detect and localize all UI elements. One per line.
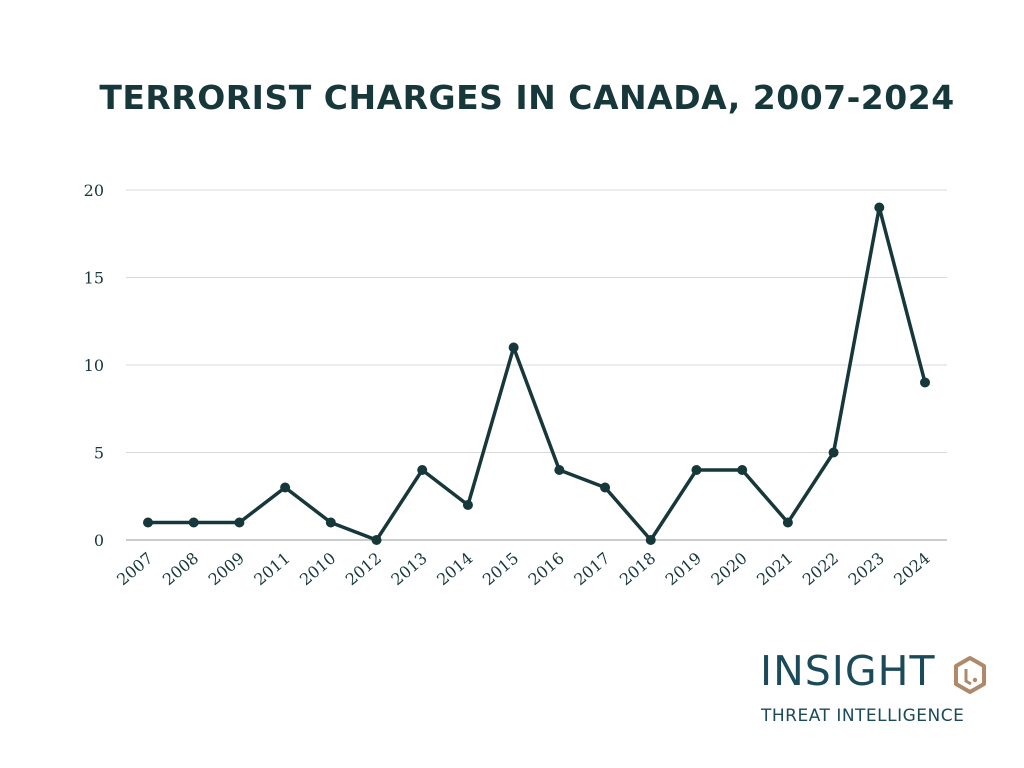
data-point [874,202,885,213]
data-point [737,465,748,475]
x-tick-label: 2009 [205,549,248,590]
series-line [146,205,927,542]
x-tick-label: 2019 [662,549,705,590]
x-tick-label: 2010 [296,549,339,590]
x-tick-label: 2017 [570,549,613,590]
data-point [280,482,291,493]
data-point [188,517,199,528]
x-tick-label: 2011 [250,549,293,590]
logo-subtitle: THREAT INTELLIGENCE [761,706,965,726]
x-tick-label: 2023 [844,549,887,590]
x-tick-label: 2024 [890,549,933,590]
data-point [600,482,611,493]
data-point [417,465,428,475]
data-point [828,447,839,458]
series [143,202,930,545]
chart-title: TERRORIST CHARGES IN CANADA, 2007-2024 [99,78,955,117]
x-tick-label: 2014 [433,549,476,590]
x-tick-label: 2007 [113,549,156,590]
x-tick-label: 2008 [159,549,202,590]
x-tick-label: 2015 [479,549,522,590]
x-axis-ticks: 2007 2008 2009 2011 2010 2012 2013 2014 2015 2016… [113,549,933,590]
data-point [645,535,656,545]
data-point [920,377,930,388]
y-tick-label: 20 [84,181,104,200]
data-point [782,517,793,528]
y-tick-label: 0 [94,531,104,550]
data-point [508,342,519,353]
y-tick-label: 15 [84,269,104,288]
data-point [143,517,153,528]
x-tick-label: 2020 [707,549,750,590]
y-axis-ticks: 0 5 10 15 20 [84,181,104,550]
x-tick-label: 2021 [753,549,796,590]
data-point [325,517,336,528]
gridlines [126,189,947,541]
data-point [234,517,245,528]
data-point [691,465,702,475]
x-tick-label: 2016 [525,549,568,590]
x-tick-label: 2013 [387,549,430,590]
logo-wordmark: INSIGHT [760,647,936,695]
y-tick-label: 5 [94,444,104,463]
hexagon-logo-icon [954,656,986,694]
data-point [371,535,382,545]
x-tick-label: 2018 [616,549,659,590]
y-tick-label: 10 [84,356,104,375]
data-point [554,465,565,475]
x-tick-label: 2012 [342,549,385,590]
data-point [462,500,473,510]
x-tick-label: 2022 [799,549,842,590]
